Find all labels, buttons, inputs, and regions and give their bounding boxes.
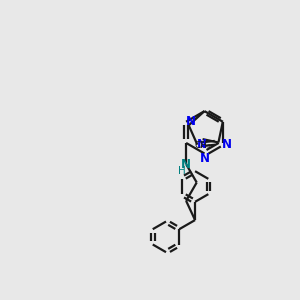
Text: H: H — [178, 167, 186, 176]
Text: CH₃: CH₃ — [194, 142, 211, 151]
Text: N: N — [222, 138, 232, 151]
Text: N: N — [181, 158, 191, 171]
Text: N: N — [185, 115, 196, 128]
Text: N: N — [197, 138, 207, 151]
Text: N: N — [200, 152, 210, 165]
